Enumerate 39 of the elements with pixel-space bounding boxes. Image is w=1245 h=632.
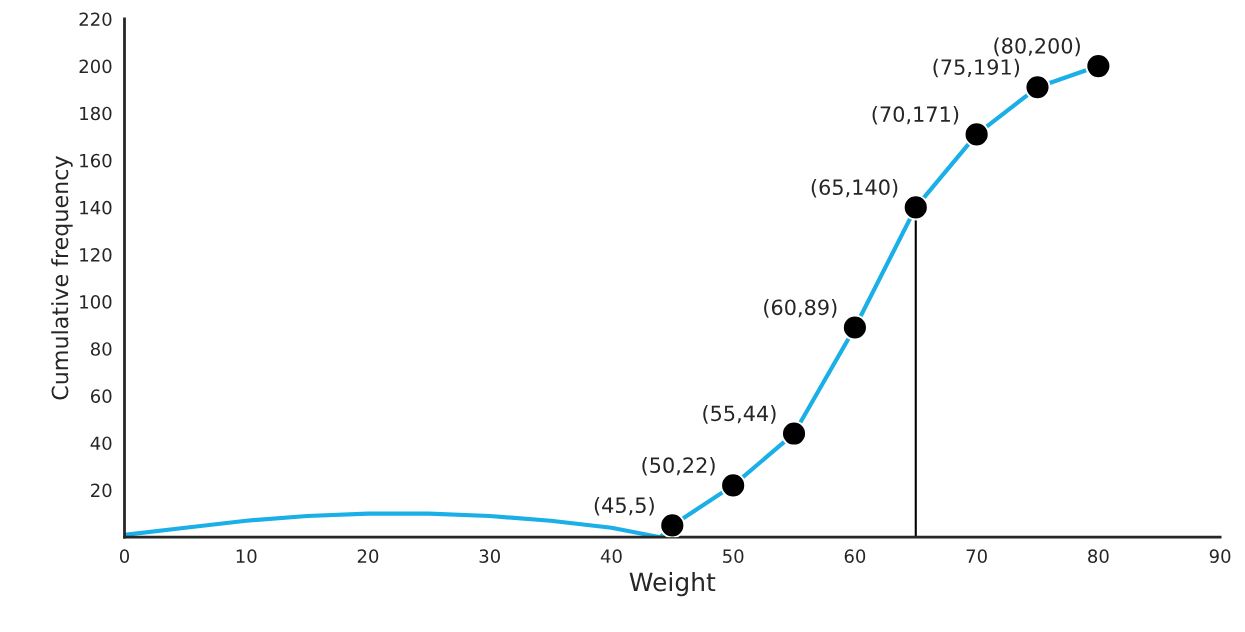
x-tick-label: 20: [357, 549, 379, 563]
point: [963, 121, 990, 148]
annotation: (60,89): [764, 299, 837, 318]
y-tick-label: 160: [80, 153, 112, 168]
y-tick-label: 80: [90, 342, 112, 356]
annotation: (75,191): [933, 58, 1020, 78]
y-tick-label: 180: [80, 106, 112, 121]
x-tick-label: 70: [966, 549, 987, 563]
annotation: (65,140): [811, 178, 898, 198]
annotation: (70,171): [872, 105, 959, 125]
point: [1085, 53, 1112, 80]
x-tick-label: 60: [844, 549, 866, 563]
point: [841, 314, 868, 341]
y-tick-label: 220: [79, 12, 112, 27]
point: [1024, 74, 1051, 101]
point: [902, 194, 929, 221]
x-tick-label: 90: [1209, 549, 1231, 563]
y-tick-label: 60: [90, 389, 112, 403]
annotation: (55,44): [703, 405, 776, 424]
x-tick-label: 10: [236, 549, 257, 563]
y-tick-label: 20: [91, 483, 112, 498]
y-axis-title: Cumulative frequency: [51, 156, 73, 400]
point: [781, 420, 808, 447]
y-tick-label: 100: [80, 295, 112, 309]
x-tick-label: 30: [479, 549, 500, 563]
y-tick-label: 40: [90, 436, 112, 451]
x-tick-label: 0: [119, 549, 130, 563]
annotation: (80,200): [994, 37, 1080, 57]
point: [720, 472, 747, 499]
y-tick-label: 200: [79, 59, 112, 74]
annotation: (45,5): [594, 496, 654, 516]
x-tick-label: 50: [723, 549, 744, 563]
x-tick-label: 80: [1088, 549, 1109, 563]
annotation: (50,22): [642, 456, 715, 476]
y-tick-label: 140: [80, 200, 112, 215]
y-tick-label: 120: [80, 247, 112, 262]
x-tick-label: 40: [600, 549, 622, 563]
x-axis-title: Weight: [629, 572, 716, 597]
point: [659, 512, 686, 538]
